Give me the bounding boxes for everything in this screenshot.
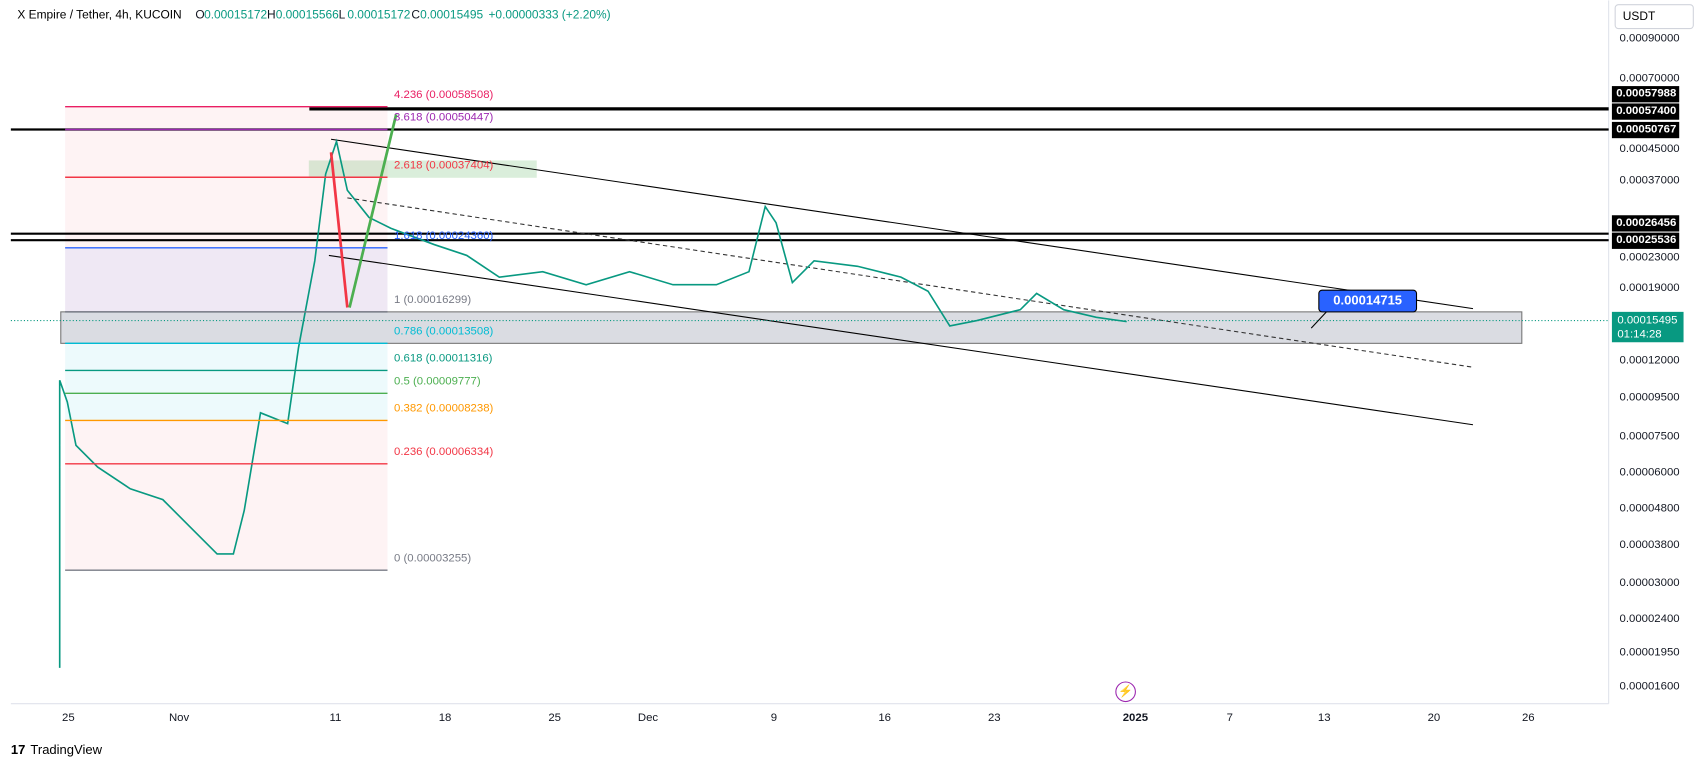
date-label: 16 — [878, 712, 891, 724]
drawings — [10, 106, 1609, 668]
price-tag-box — [1611, 86, 1680, 103]
date-label: 26 — [1522, 712, 1535, 724]
date-label: 18 — [439, 712, 452, 724]
date-label: 20 — [1428, 712, 1441, 724]
date-label: 23 — [988, 712, 1001, 724]
ohlc-value: +0.00000333 (+2.20%) — [488, 8, 610, 22]
price-path — [58, 138, 1127, 668]
price-tag-box — [1611, 103, 1680, 120]
fib-label: 0.382 (0.00008238) — [394, 402, 494, 414]
price-label: 0.00070000 — [1620, 73, 1680, 85]
price-label: 0.00001950 — [1620, 647, 1680, 659]
date-label: Dec — [638, 712, 659, 724]
fib-label: 0 (0.00003255) — [394, 552, 471, 564]
price-tag-box — [1611, 215, 1680, 232]
fib-label: 0.236 (0.00006334) — [394, 446, 494, 458]
price-tag: 0.00057988 — [1616, 88, 1676, 100]
channel-line — [328, 254, 1474, 426]
arrow — [329, 152, 349, 308]
price-label: 0.00003800 — [1620, 539, 1680, 551]
date-label: 9 — [771, 712, 777, 724]
last-price: 0.00015495 — [1617, 315, 1677, 327]
date-label: 13 — [1318, 712, 1331, 724]
fib-label: 4.236 (0.00058508) — [394, 89, 494, 101]
price-label: 0.00019000 — [1620, 282, 1680, 294]
callout-pointer — [1310, 311, 1327, 329]
arrow — [348, 113, 398, 308]
price-label: 0.00023000 — [1620, 252, 1680, 264]
price-label: 0.00006000 — [1620, 467, 1680, 479]
date-label: 7 — [1227, 712, 1233, 724]
ohlc-value: O — [195, 8, 204, 22]
last-price-box — [1611, 311, 1684, 343]
fib-label: 2.618 (0.00037404) — [394, 159, 494, 171]
ohlc-value: 0.00015172 — [204, 8, 267, 22]
ohlc-value: L — [339, 8, 346, 22]
ohlc-value: 0.00015172 — [347, 8, 410, 22]
fib-label: 1 (0.00016299) — [394, 294, 471, 306]
ohlc-value: H — [267, 8, 276, 22]
price-tag: 0.00057400 — [1616, 105, 1676, 117]
price-label: 0.00004800 — [1620, 502, 1680, 514]
currency[interactable]: USDT — [1623, 9, 1656, 23]
price-label: 0.00037000 — [1620, 175, 1680, 187]
callout-box — [1318, 289, 1418, 313]
currency-box[interactable] — [1614, 4, 1694, 30]
fib-zone — [65, 343, 388, 421]
date-label: 25 — [62, 712, 75, 724]
price-label: 0.00003000 — [1620, 577, 1680, 589]
price-label: 0.00002400 — [1620, 613, 1680, 625]
fib-label: 0.618 (0.00011316) — [394, 353, 493, 365]
fib-zone — [65, 420, 388, 571]
symbol: X Empire / Tether, 4h, KUCOIN — [17, 8, 181, 22]
fib-label: 3.618 (0.00050447) — [394, 112, 494, 124]
price-tag: 0.00050767 — [1616, 124, 1676, 136]
ohlc-value: C — [411, 8, 420, 22]
price-label: 0.00045000 — [1620, 143, 1680, 155]
date-label: Nov — [169, 712, 190, 724]
support-zone — [60, 311, 1523, 344]
price-tag: 0.00025536 — [1616, 234, 1676, 246]
fib-label: 0.786 (0.00013508) — [394, 325, 494, 337]
price-label: 0.00001600 — [1620, 680, 1680, 692]
fib-label: 0.5 (0.00009777) — [394, 375, 481, 387]
ohlc: O 0.00015172 H 0.00015566 L 0.00015172 C 0.0001… — [195, 8, 610, 22]
fib-zone — [65, 106, 388, 312]
box — [308, 160, 537, 178]
brand-logo: 17 — [11, 742, 25, 757]
countdown: 01:14:28 — [1617, 329, 1661, 341]
price-label: 0.00009500 — [1620, 392, 1680, 404]
event-icon[interactable]: ⚡ — [1118, 684, 1133, 698]
callout: 0.00014715 — [1333, 292, 1402, 307]
fib-zone — [65, 247, 388, 312]
price-label: 0.00012000 — [1620, 355, 1680, 367]
price-tag: 0.00026456 — [1616, 217, 1676, 229]
date-label: 11 — [330, 712, 342, 724]
price-tag-box — [1611, 232, 1680, 249]
price-label: 0.00007500 — [1620, 431, 1680, 443]
date-label: 2025 — [1123, 712, 1149, 724]
brand: TradingView — [30, 742, 102, 757]
ohlc-value: 0.00015495 — [420, 8, 483, 22]
price-tag-box — [1611, 121, 1680, 139]
price-label: 0.00090000 — [1620, 32, 1680, 44]
event-icon[interactable] — [1115, 681, 1136, 703]
fib-label: 1.618 (0.00024360) — [394, 230, 494, 242]
ohlc-value: 0.00015566 — [276, 8, 339, 22]
channel-line — [330, 138, 1474, 310]
date-label: 25 — [548, 712, 561, 724]
